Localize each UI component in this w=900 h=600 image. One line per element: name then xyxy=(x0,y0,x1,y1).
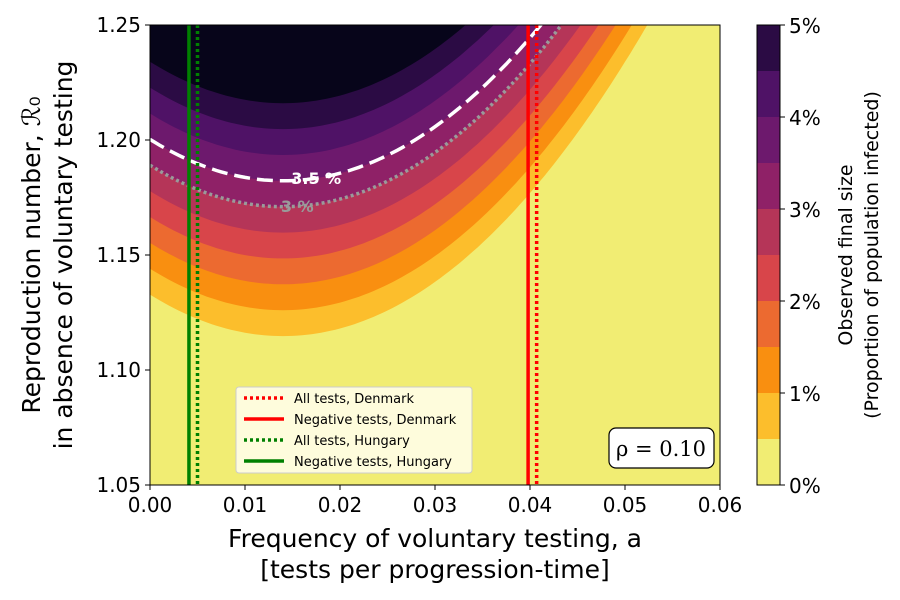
colorbar-tick-label: 3% xyxy=(789,198,821,222)
y-tick-label: 1.20 xyxy=(96,128,141,152)
rho-text: ρ = 0.10 xyxy=(616,437,706,461)
rho-box xyxy=(608,427,715,469)
highlight-contours xyxy=(150,25,564,209)
colorbar xyxy=(757,25,780,485)
contour-label-0: 3.5 % xyxy=(291,169,341,188)
colorbar-tick-label: 5% xyxy=(789,14,821,38)
x-axis-ticks: 0.00 0.01 0.02 0.03 0.04 0.05 0.06 xyxy=(128,485,743,517)
testing-frequency-lines xyxy=(187,25,539,485)
x-axis-label-line1: Frequency of voluntary testing, a xyxy=(228,524,642,553)
contour-line-0 xyxy=(150,25,544,183)
x-tick-label: 0.03 xyxy=(413,493,458,517)
y-axis-label-line2: in absence of voluntary testing xyxy=(49,61,78,450)
x-tick-label: 0.02 xyxy=(318,493,363,517)
colorbar-frame xyxy=(756,24,781,486)
colorbar-segment xyxy=(757,117,780,163)
colorbar-segment xyxy=(757,25,780,71)
x-tick-label: 0.00 xyxy=(128,493,173,517)
x-tick-label: 0.06 xyxy=(698,493,743,517)
legend-entry: Negative tests, Hungary xyxy=(294,455,452,470)
y-tick-label: 1.05 xyxy=(96,473,141,497)
colorbar-segment xyxy=(757,439,780,485)
contour-band-10 xyxy=(150,25,466,104)
colorbar-tick-label: 1% xyxy=(789,382,821,406)
legend-items: All tests, Denmark Negative tests, Denmar… xyxy=(244,392,457,470)
legend: All tests, Denmark Negative tests, Denmar… xyxy=(235,386,473,474)
y-axis-ticks: 1.05 1.10 1.15 1.20 1.25 xyxy=(96,13,150,497)
colorbar-segment xyxy=(757,71,780,117)
x-axis-label-line2: [tests per progression-time] xyxy=(260,555,609,584)
legend-entry: Negative tests, Denmark xyxy=(294,413,457,428)
colorbar-segment xyxy=(757,255,780,301)
y-tick-label: 1.15 xyxy=(96,243,141,267)
contour-line-1 xyxy=(150,25,564,209)
x-tick-label: 0.01 xyxy=(223,493,268,517)
y-tick-label: 1.10 xyxy=(96,358,141,382)
colorbar-tick-label: 2% xyxy=(789,290,821,314)
legend-box xyxy=(235,386,473,474)
colorbar-segment xyxy=(757,393,780,439)
legend-entry: All tests, Hungary xyxy=(294,434,410,449)
colorbar-label-line2: (Proportion of population infected) xyxy=(861,91,883,419)
x-tick-label: 0.04 xyxy=(508,493,553,517)
contour-bands xyxy=(150,25,648,337)
y-tick-label: 1.25 xyxy=(96,13,141,37)
colorbar-segment xyxy=(757,347,780,393)
colorbar-label-line1: Observed final size xyxy=(835,164,857,345)
colorbar-ticks: 0% 1% 2% 3% 4% 5% xyxy=(780,14,821,498)
colorbar-segment xyxy=(757,163,780,209)
colorbar-segment xyxy=(757,301,780,347)
colorbar-tick-label: 4% xyxy=(789,106,821,130)
contour-labels: 3.5 % 3 % xyxy=(281,169,341,216)
legend-entry: All tests, Denmark xyxy=(294,392,414,407)
colorbar-tick-label: 0% xyxy=(789,474,821,498)
contour-label-1: 3 % xyxy=(281,197,314,216)
colorbar-segment xyxy=(757,209,780,255)
x-tick-label: 0.05 xyxy=(603,493,648,517)
y-axis-label-line1: Reproduction number, ℛ₀ xyxy=(17,96,46,413)
rho-annotation: ρ = 0.10 xyxy=(608,427,715,469)
